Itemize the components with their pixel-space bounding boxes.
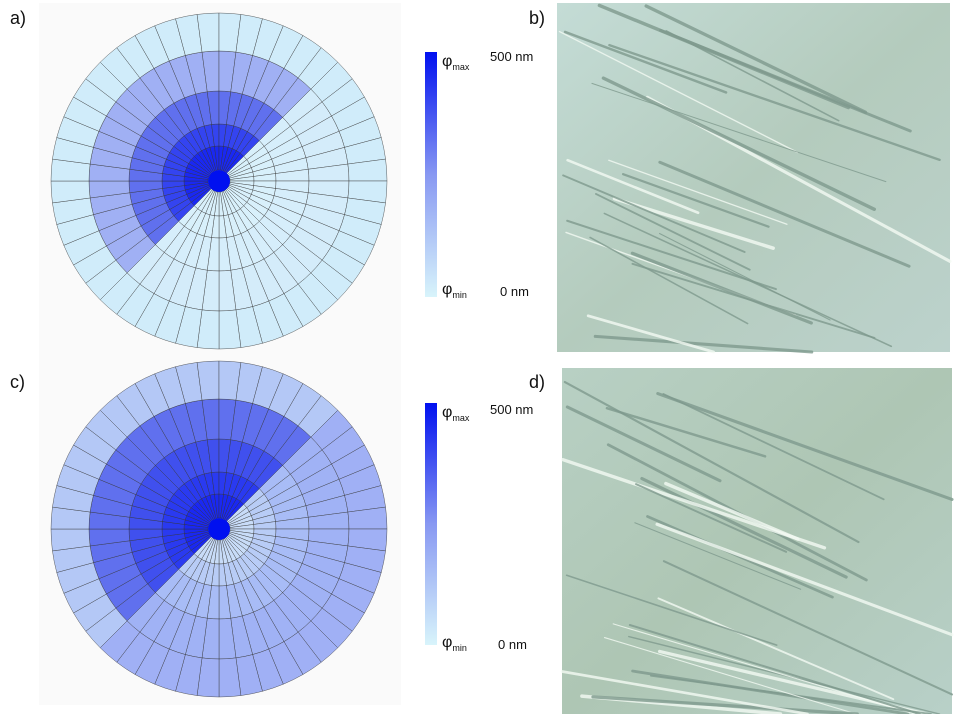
colorbar-value: 500 nm <box>490 402 533 417</box>
colorbar <box>425 403 437 645</box>
polar-map <box>39 3 401 357</box>
panel-label: b) <box>529 8 545 28</box>
figure: a) b) c) d) φmax 500 nm φmin 0 nm φmax 5… <box>0 0 961 714</box>
colorbar-value: 500 nm <box>490 49 533 64</box>
center-dot <box>208 518 230 540</box>
colorbar-value: 0 nm <box>500 284 529 299</box>
colorbar-label: φmin <box>442 634 467 653</box>
center-dot <box>208 170 230 192</box>
colorbar-value: 0 nm <box>498 637 527 652</box>
panel-label: a) <box>10 8 26 28</box>
colorbar <box>425 52 437 297</box>
colorbar-label: φmax <box>442 53 470 72</box>
polar-map <box>39 351 401 705</box>
micrograph <box>562 368 952 714</box>
colorbar-label: φmax <box>442 404 470 423</box>
panel-label: d) <box>529 372 545 392</box>
colorbar-label: φmin <box>442 281 467 300</box>
panel-label: c) <box>10 372 25 392</box>
